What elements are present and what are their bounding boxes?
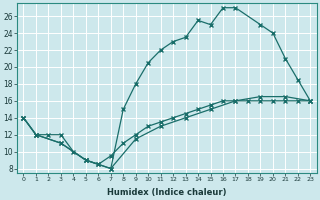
X-axis label: Humidex (Indice chaleur): Humidex (Indice chaleur) [107, 188, 227, 197]
